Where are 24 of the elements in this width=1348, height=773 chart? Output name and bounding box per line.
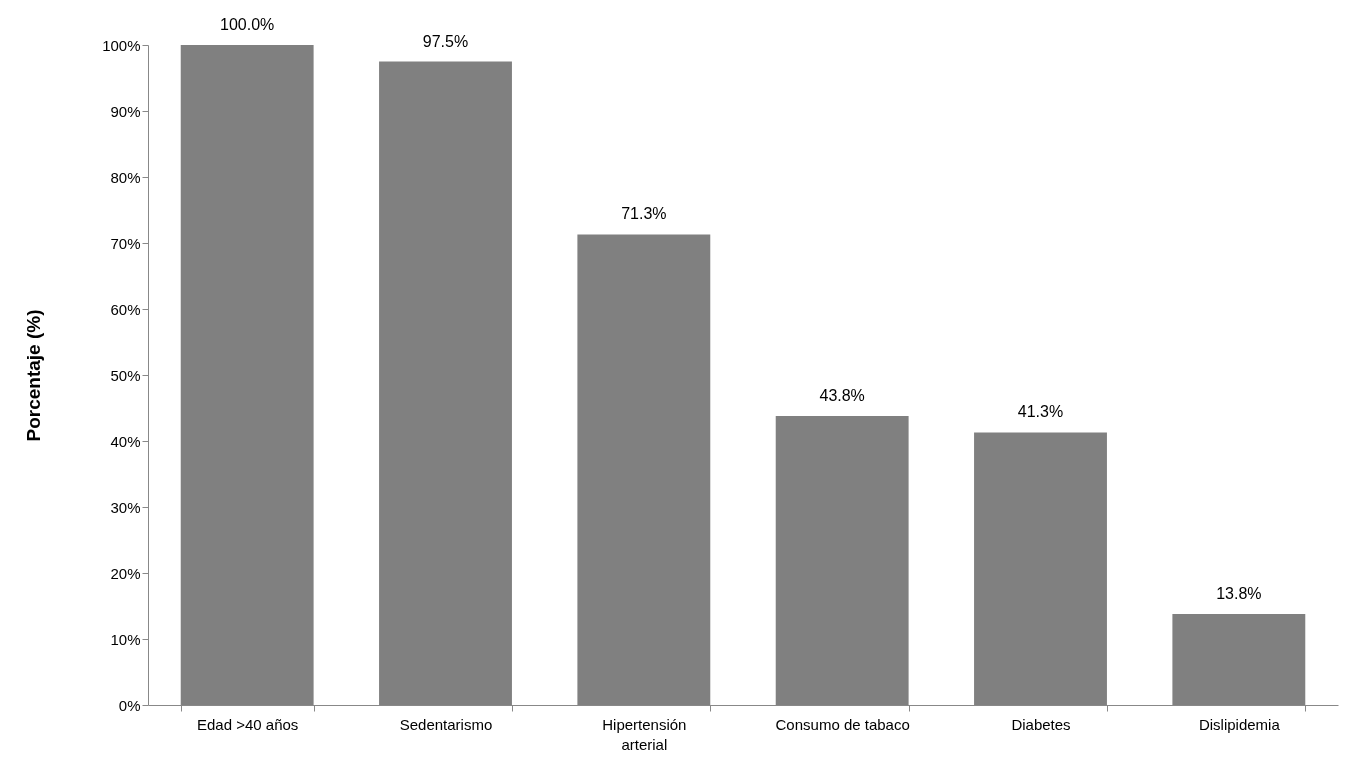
- data-label: 41.3%: [1017, 403, 1064, 421]
- x-tick-label: Sedentarismo: [399, 715, 493, 733]
- y-tick-label: 100%: [102, 36, 141, 54]
- x-tick-label: Consumo de tabaco: [775, 715, 910, 733]
- y-tick-label: 60%: [110, 300, 141, 318]
- y-tick-label: 70%: [110, 234, 141, 252]
- x-tick-label: Hipertensión arterial: [602, 715, 687, 753]
- y-axis-title: Porcentaje (%): [23, 309, 45, 442]
- x-tick-label: Dislipidemia: [1198, 715, 1281, 733]
- y-tick-label: 20%: [110, 564, 141, 582]
- data-label: 43.8%: [819, 386, 865, 404]
- x-tick-label: Diabetes: [1011, 715, 1071, 733]
- data-label: 71.3%: [621, 205, 667, 223]
- y-tick-label: 80%: [110, 168, 141, 186]
- data-label: 13.8%: [1216, 584, 1262, 602]
- y-tick-label: 50%: [110, 366, 141, 384]
- x-tick-label: Edad >40 años: [196, 715, 299, 733]
- y-tick-label: 0%: [118, 696, 141, 714]
- y-tick-label: 30%: [110, 498, 141, 516]
- data-label: 97.5%: [422, 32, 469, 50]
- data-label: 100.0%: [220, 16, 275, 33]
- y-tick-label: 10%: [110, 630, 141, 648]
- y-tick-label: 40%: [110, 432, 141, 450]
- y-tick-label: 90%: [110, 102, 141, 120]
